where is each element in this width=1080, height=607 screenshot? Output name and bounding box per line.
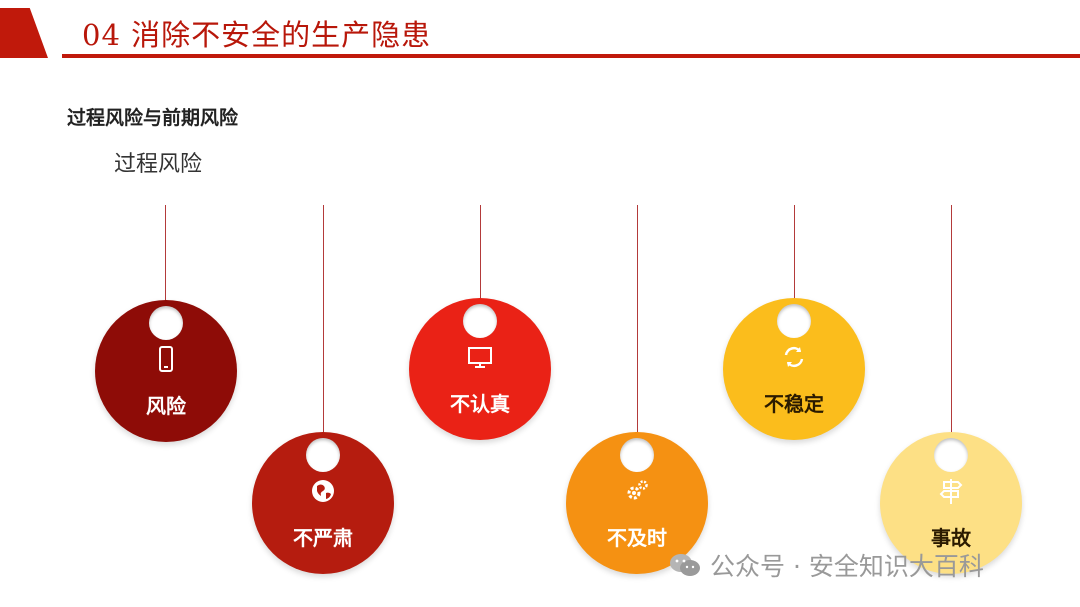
tag-hole: [777, 304, 811, 338]
tag-hole: [463, 304, 497, 338]
phone-icon: [151, 344, 181, 374]
tag-label: 不认真: [450, 392, 510, 416]
tag-label: 不严肃: [293, 526, 353, 550]
tag-label: 不稳定: [764, 392, 824, 416]
page-title: 04 消除不安全的生产隐患: [82, 18, 432, 52]
hanging-string: [165, 205, 166, 305]
tag-label: 事故: [931, 526, 971, 550]
header-rule: [62, 54, 1080, 58]
tag-hole: [306, 438, 340, 472]
tag-hole: [149, 306, 183, 340]
hanging-string: [323, 205, 324, 437]
tag-hole: [934, 438, 968, 472]
page-subtitle: 过程风险与前期风险: [67, 107, 239, 129]
tag-not-serious: 不严肃: [252, 432, 394, 574]
wechat-icon: [670, 554, 700, 576]
tag-label: 风险: [146, 394, 186, 418]
tag-hole: [620, 438, 654, 472]
hanging-string: [794, 205, 795, 305]
hanging-string: [480, 205, 481, 305]
gears-icon: [622, 476, 652, 506]
watermark-text: 公众号 · 安全知识大百科: [710, 552, 984, 581]
watermark: 公众号 · 安全知识大百科: [668, 548, 984, 582]
monitor-icon: [465, 342, 495, 372]
section-label: 过程风险: [114, 152, 203, 177]
tag-label: 不及时: [607, 526, 667, 550]
globe-icon: [308, 476, 338, 506]
hanging-string: [951, 205, 952, 437]
tag-unstable: 不稳定: [723, 298, 865, 440]
signpost-icon: [936, 476, 966, 506]
header-accent-shape: [0, 8, 48, 58]
tag-risk: 风险: [95, 300, 237, 442]
refresh-icon: [779, 342, 809, 372]
hanging-string: [637, 205, 638, 437]
tag-accident: 事故: [880, 432, 1022, 574]
tag-not-careful: 不认真: [409, 298, 551, 440]
tag-not-timely: 不及时: [566, 432, 708, 574]
